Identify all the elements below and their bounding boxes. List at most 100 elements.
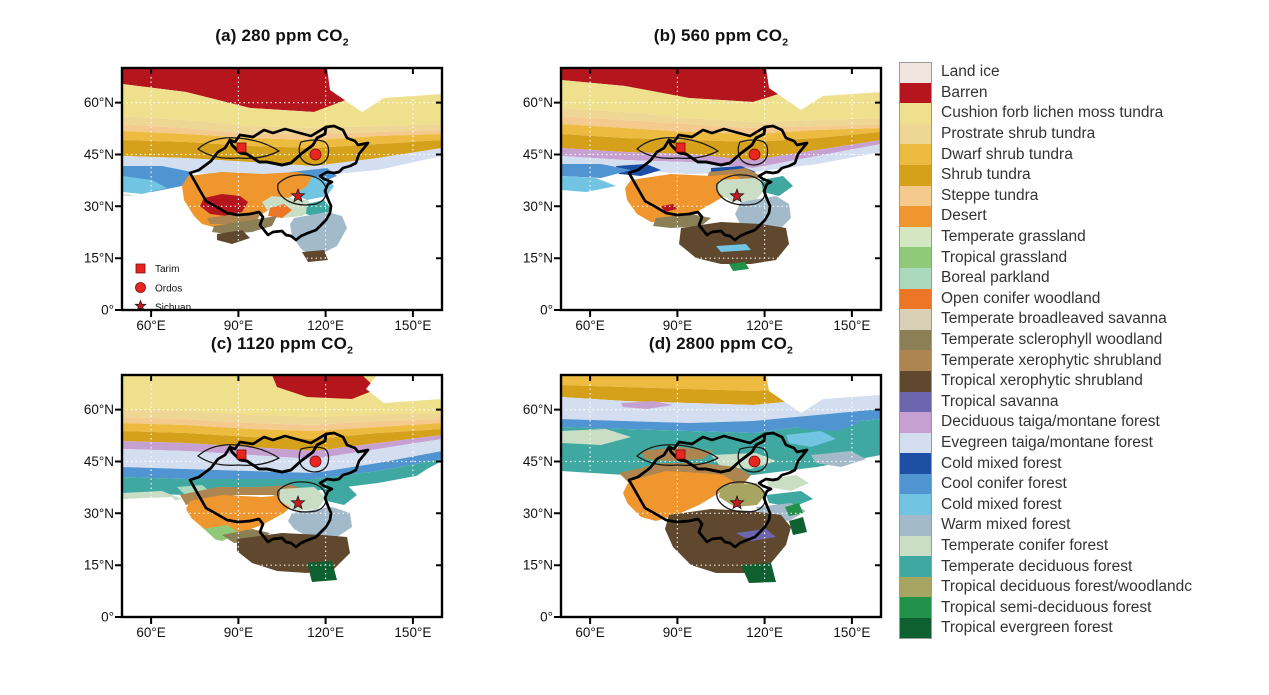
region-evergreen-taiga (122, 148, 442, 178)
legend-item: Cushion forb lichen moss tundra (899, 103, 1192, 124)
legend-item: Temperate broadleaved savanna (899, 309, 1192, 330)
region-trop-xerophytic (665, 509, 791, 573)
xtick-label: 60°E (575, 625, 604, 640)
legend-label: Temperate conifer forest (941, 536, 1109, 554)
region-cold-mixed (786, 431, 836, 447)
ocean-mask (242, 571, 348, 617)
legend-item: Cool conifer forest (899, 473, 1192, 495)
legend-swatch (899, 494, 932, 516)
sichuan-outline (716, 174, 766, 206)
legend-label: Temperate deciduous forest (941, 557, 1133, 575)
ocean-mask (350, 461, 442, 617)
sichuan-outline (277, 174, 327, 206)
ytick-label: 60°N (523, 95, 553, 110)
ocean-mask (336, 158, 442, 310)
legend-swatch (899, 473, 932, 495)
region-evergreen-taiga (122, 439, 442, 473)
ytick-label: 30°N (523, 506, 553, 521)
region-trop-semideciduous (785, 503, 803, 516)
region-desert (623, 471, 733, 521)
ocean-mask (681, 262, 789, 310)
region-trop-xerophytic (302, 250, 328, 262)
legend-label: Tropical semi-deciduous forest (941, 598, 1152, 616)
region-steppe-tundra (561, 116, 881, 134)
xtick-label: 60°E (575, 318, 604, 333)
biome-legend: Land ice Barren Cushion forb lichen moss t… (899, 61, 1192, 640)
legend-label: Temperate grassland (941, 228, 1086, 246)
legend-item: Temperate deciduous forest (899, 556, 1192, 577)
ocean-mask (561, 483, 673, 617)
ytick-label: 0° (540, 303, 553, 318)
inset-legend: Tarim Ordos Sichuan (134, 263, 191, 314)
legend-swatch (899, 226, 932, 248)
region-dwarf-shrub-tundra (561, 124, 881, 142)
legend-label: Shrub tundra (941, 166, 1031, 184)
region-trop-xerophytic (217, 230, 250, 244)
legend-swatch (899, 247, 932, 268)
legend-label: Warm mixed forest (941, 516, 1071, 534)
legend-item: Prostrate shrub tundra (899, 123, 1192, 145)
xtick-label: 60°E (136, 318, 165, 333)
region-sclerophyll (653, 214, 711, 228)
legend-item: Temperate conifer forest (899, 535, 1192, 557)
legend-label: Tropical evergreen forest (941, 619, 1113, 637)
legend-item: Cold mixed forest (899, 494, 1192, 516)
legend-label: Open conifer woodland (941, 289, 1101, 307)
region-barren-plateau (200, 194, 248, 216)
legend-item: Temperate xerophytic shrubland (899, 350, 1192, 371)
legend-item: Desert (899, 206, 1192, 227)
legend-label: Cold mixed forest (941, 454, 1062, 472)
legend-label: Temperate broadleaved savanna (941, 310, 1167, 328)
region-deciduous-taiga (621, 401, 673, 409)
legend-label: Tropical savanna (941, 392, 1059, 410)
region-warm-mixed (288, 507, 352, 539)
region-temperate-conifer (561, 429, 631, 445)
region-warm-mixed (811, 451, 866, 467)
axis-frame (559, 373, 883, 619)
region-trop-evergreen (789, 517, 807, 535)
region-cool-conifer (791, 417, 861, 431)
ytick-label: 60°N (523, 402, 553, 417)
ordos-marker (748, 455, 761, 468)
region-cushion-tundra (122, 78, 442, 128)
legend-item: Dwarf shrub tundra (899, 144, 1192, 165)
ordos-marker (748, 148, 761, 161)
inset-star-icon (134, 299, 147, 312)
legend-label: Desert (941, 207, 987, 225)
tarim-outline (197, 444, 280, 466)
xtick-label: 120°E (746, 318, 783, 333)
legend-item: Tropical savanna (899, 391, 1192, 413)
sichuan-outline (277, 481, 327, 513)
ytick-label: 45°N (84, 454, 114, 469)
ocean-mask (561, 192, 681, 310)
panel-d-map: 60°E 90°E 120°E 150°E 0° 15°N 30°N 45°N … (523, 373, 883, 640)
region-warm-mixed (290, 212, 347, 256)
sichuan-outline (716, 481, 766, 513)
legend-swatch (899, 617, 932, 640)
axis-ticks (115, 68, 442, 317)
ordos-marker (309, 148, 322, 161)
legend-swatch (899, 556, 932, 577)
ocean-mask (787, 459, 881, 617)
legend-swatch (899, 82, 932, 104)
region-steppe-tundra (122, 417, 442, 431)
tarim-outline (197, 137, 280, 159)
ytick-label: 45°N (84, 147, 114, 162)
legend-item: Tropical semi-deciduous forest (899, 597, 1192, 619)
ocean-mask (122, 194, 274, 310)
xtick-label: 90°E (224, 318, 253, 333)
region-cool-conifer (122, 451, 442, 479)
xtick-label: 120°E (746, 625, 783, 640)
region-shrub-tundra (122, 429, 442, 451)
sichuan-marker (290, 187, 306, 203)
region-prostrate-tundra (561, 108, 881, 128)
ytick-label: 30°N (84, 506, 114, 521)
region-dwarf-shrub-tundra (122, 423, 442, 439)
region-temperate-conifer (280, 487, 326, 511)
legend-swatch (899, 391, 932, 413)
mongolia-boundary (228, 432, 328, 474)
legend-item: Boreal parkland (899, 267, 1192, 289)
sichuan-marker (290, 494, 306, 510)
ytick-label: 15°N (84, 251, 114, 266)
